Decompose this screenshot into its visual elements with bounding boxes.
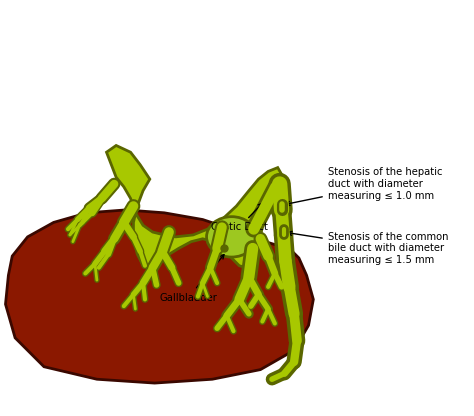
Polygon shape xyxy=(6,210,313,383)
Ellipse shape xyxy=(207,217,256,257)
Text: Cystic Duct: Cystic Duct xyxy=(211,203,268,233)
Text: Stenosis of the hepatic
duct with diameter
measuring ≤ 1.0 mm: Stenosis of the hepatic duct with diamet… xyxy=(286,167,442,206)
Text: Stenosis of the common
bile duct with diameter
measuring ≤ 1.5 mm: Stenosis of the common bile duct with di… xyxy=(288,231,448,265)
Text: Gallbladder: Gallbladder xyxy=(159,255,224,303)
Polygon shape xyxy=(107,146,282,270)
